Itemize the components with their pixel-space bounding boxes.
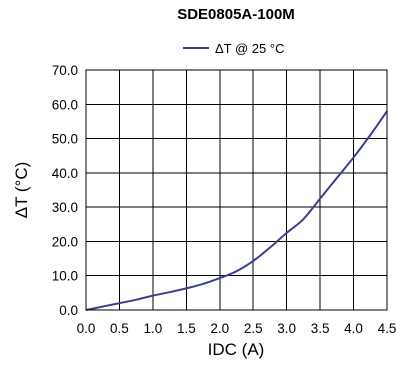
x-tick-label: 1.0 xyxy=(143,321,162,336)
y-tick-label: 30.0 xyxy=(52,200,78,215)
x-tick-label: 2.0 xyxy=(210,321,229,336)
x-axis-label: IDC (A) xyxy=(208,340,265,359)
x-tick-label: 3.5 xyxy=(311,321,330,336)
x-tick-label: 3.0 xyxy=(277,321,296,336)
x-tick-label: 0.5 xyxy=(110,321,129,336)
series-line xyxy=(85,110,388,311)
y-tick-label: 50.0 xyxy=(52,132,78,147)
x-tick-label: 1.5 xyxy=(177,321,196,336)
y-tick-label: 70.0 xyxy=(52,63,78,78)
x-tick-label: 4.0 xyxy=(344,321,363,336)
x-tick-label: 0.0 xyxy=(77,321,96,336)
y-tick-label: 20.0 xyxy=(52,234,78,249)
y-tick-label: 40.0 xyxy=(52,166,78,181)
x-tick-label: 2.5 xyxy=(244,321,263,336)
y-tick-label: 10.0 xyxy=(52,269,78,284)
grid xyxy=(85,69,388,311)
x-tick-label: 4.5 xyxy=(378,321,396,336)
y-tick-label: 60.0 xyxy=(52,97,78,112)
y-axis-ticks: 0.0 10.0 20.0 30.0 40.0 50.0 60.0 70.0 xyxy=(52,63,78,318)
x-axis-ticks: 0.0 0.5 1.0 1.5 2.0 2.5 3.0 3.5 4.0 4.5 xyxy=(77,321,396,336)
legend-label: ΔT @ 25 °C xyxy=(215,41,284,56)
legend: ΔT @ 25 °C xyxy=(183,41,284,56)
y-tick-label: 0.0 xyxy=(59,303,78,318)
series-layer xyxy=(85,110,388,311)
y-axis-label: ΔT (°C) xyxy=(12,162,31,219)
plot-frame xyxy=(85,69,388,311)
chart-title: SDE0805A-100M xyxy=(177,6,295,23)
